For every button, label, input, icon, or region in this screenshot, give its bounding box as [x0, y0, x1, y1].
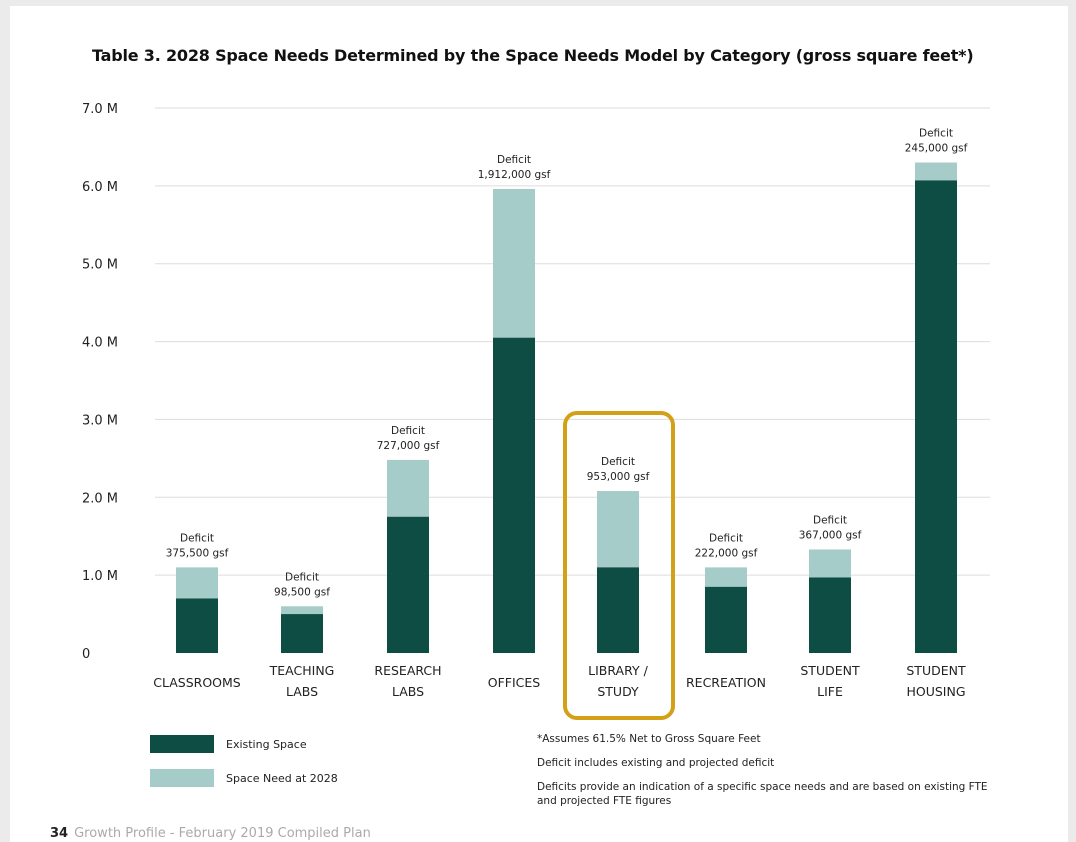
chart-notes: *Assumes 61.5% Net to Gross Square Feet … [537, 732, 1007, 818]
category-label: OFFICES [488, 675, 541, 690]
page-number: 34 [50, 826, 69, 841]
footer-text: Growth Profile - February 2019 Compiled … [74, 826, 371, 841]
category-label: STUDENT HOUSING [906, 663, 966, 699]
bar-space-need [597, 491, 639, 568]
page-footer: 34 Growth Profile - February 2019 Compile… [50, 826, 371, 841]
data-label: Deficit 367,000 gsf [799, 514, 862, 541]
category-label: LIBRARY / STUDY [588, 663, 648, 699]
category-label: TEACHING LABS [269, 663, 335, 699]
bar-space-need [387, 459, 429, 517]
bar-existing-space [809, 577, 851, 653]
bar-space-need [281, 606, 323, 615]
y-tick-label: 3.0 M [82, 413, 118, 428]
bar-space-need [915, 162, 957, 181]
y-tick-label: 0 [82, 647, 90, 662]
legend-label-need: Space Need at 2028 [226, 771, 338, 785]
data-label: Deficit 222,000 gsf [695, 532, 758, 559]
y-tick-label: 1.0 M [82, 569, 118, 584]
legend-swatch-existing [150, 735, 214, 753]
highlight-box [563, 411, 675, 720]
category-label: RECREATION [686, 675, 766, 690]
bar-space-need [809, 549, 851, 578]
legend-item-existing: Existing Space [150, 734, 338, 754]
y-tick-label: 2.0 M [82, 491, 118, 506]
bar-existing-space [705, 586, 747, 653]
note-deficit-basis: Deficits provide an indication of a spec… [537, 781, 988, 807]
bar-existing-space [915, 180, 957, 653]
legend-item-need: Space Need at 2028 [150, 768, 338, 788]
bar-space-need [705, 567, 747, 587]
y-tick-label: 5.0 M [82, 258, 118, 273]
bar-space-need [176, 567, 218, 599]
report-page: Table 3. 2028 Space Needs Determined by … [10, 6, 1068, 842]
category-label: RESEARCH LABS [374, 663, 441, 699]
note-deficit-definition: Deficit includes existing and projected … [537, 757, 775, 769]
bar-space-need [493, 188, 535, 338]
bar-existing-space [597, 567, 639, 653]
y-tick-label: 4.0 M [82, 336, 118, 351]
y-tick-label: 7.0 M [82, 102, 118, 117]
legend-swatch-need [150, 769, 214, 787]
bar-existing-space [493, 337, 535, 653]
legend-label-existing: Existing Space [226, 737, 307, 751]
data-label: Deficit 953,000 gsf [587, 456, 650, 483]
data-label: Deficit 1,912,000 gsf [478, 154, 551, 181]
y-tick-label: 6.0 M [82, 180, 118, 195]
data-label: Deficit 375,500 gsf [166, 532, 229, 559]
category-label: CLASSROOMS [153, 675, 241, 690]
data-label: Deficit 98,500 gsf [274, 571, 330, 598]
chart-title: Table 3. 2028 Space Needs Determined by … [92, 46, 974, 65]
bar-existing-space [281, 614, 323, 653]
bar-existing-space [387, 516, 429, 653]
note-net-to-gross: *Assumes 61.5% Net to Gross Square Feet [537, 733, 761, 745]
chart-legend: Existing Space Space Need at 2028 [150, 734, 338, 802]
bar-existing-space [176, 598, 218, 653]
category-label: STUDENT LIFE [800, 663, 860, 699]
data-label: Deficit 727,000 gsf [377, 425, 440, 452]
data-label: Deficit 245,000 gsf [905, 128, 968, 155]
